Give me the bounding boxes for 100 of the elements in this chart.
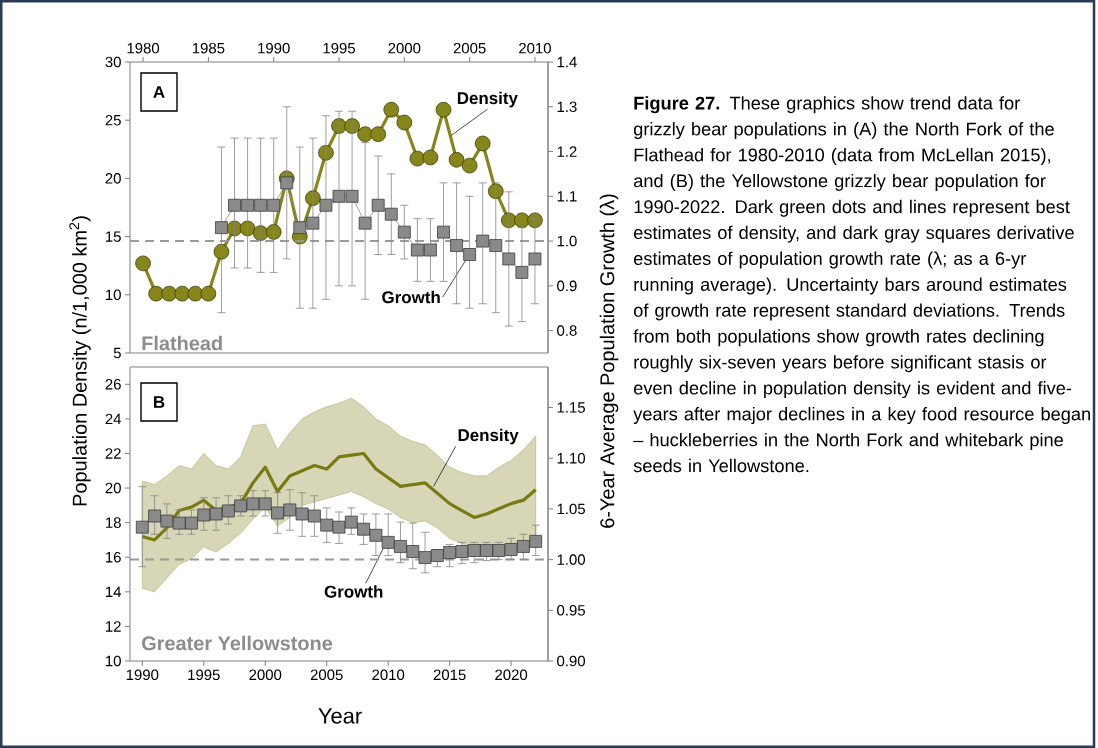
annotation: Density xyxy=(457,91,518,108)
y2-tick-label: 1.4 xyxy=(557,56,577,68)
point xyxy=(234,499,248,513)
point xyxy=(320,518,334,532)
point xyxy=(514,212,530,229)
y-tick-label: 16 xyxy=(106,551,121,563)
point xyxy=(295,507,309,521)
annotation: Flathead xyxy=(142,335,222,351)
y2-tick-label: 0.90 xyxy=(557,655,586,667)
point xyxy=(213,243,230,260)
y-tick-label: 15 xyxy=(106,231,121,242)
point xyxy=(187,285,204,302)
point xyxy=(215,221,228,235)
x-tick-label: 2010 xyxy=(519,42,551,54)
x-tick-label: 1995 xyxy=(188,669,220,681)
y-tick-label: 24 xyxy=(105,413,122,425)
point xyxy=(448,151,465,168)
x-tick-label: 1980 xyxy=(127,42,160,54)
point xyxy=(381,535,395,549)
point xyxy=(528,252,542,266)
y2-tick-label: 1.10 xyxy=(557,452,586,464)
point xyxy=(357,522,370,536)
point xyxy=(424,243,437,257)
x-tick-label: 2015 xyxy=(433,669,466,681)
point xyxy=(476,234,490,248)
point xyxy=(515,266,529,279)
point xyxy=(241,198,254,212)
y2-tick-label: 1.3 xyxy=(557,101,577,113)
point xyxy=(529,534,543,548)
annotation: B xyxy=(154,396,165,408)
point xyxy=(344,515,358,529)
point xyxy=(502,252,516,266)
point xyxy=(369,528,383,542)
y2-tick-label: 1.15 xyxy=(557,402,585,413)
point xyxy=(492,544,506,557)
point xyxy=(209,507,223,521)
y2-tick-label: 0.8 xyxy=(557,325,577,336)
point xyxy=(283,503,297,517)
point xyxy=(293,221,307,235)
annotation: Growth xyxy=(382,290,440,304)
y-tick-label: 5 xyxy=(113,347,121,359)
point xyxy=(517,540,530,553)
point xyxy=(437,225,450,239)
x-tick-label: 2005 xyxy=(310,669,343,681)
point xyxy=(172,516,186,530)
x-tick-label: 1985 xyxy=(192,42,225,54)
point xyxy=(397,225,411,239)
point xyxy=(487,183,504,199)
point xyxy=(200,285,217,302)
point xyxy=(474,135,491,152)
y-axis-title: Population Density (n/1,000 km$^{2}$) xyxy=(69,216,91,506)
y-tick-label: 14 xyxy=(106,586,122,597)
point xyxy=(394,540,407,553)
point xyxy=(384,207,398,221)
point xyxy=(371,198,385,212)
point xyxy=(254,198,268,212)
y-tick-label: 25 xyxy=(105,114,121,126)
point xyxy=(480,544,493,557)
point xyxy=(450,239,463,252)
y2-tick-label: 0.95 xyxy=(557,605,585,616)
point xyxy=(418,551,432,564)
point xyxy=(332,189,346,203)
point xyxy=(174,285,191,302)
x-tick-label: 1990 xyxy=(126,669,159,681)
point xyxy=(357,126,373,142)
point xyxy=(332,520,346,534)
point xyxy=(370,126,386,142)
point xyxy=(406,545,420,558)
point xyxy=(185,516,198,530)
point xyxy=(489,239,503,252)
point xyxy=(410,243,424,257)
y-tick-label: 20 xyxy=(105,173,121,184)
y-tick-label: 26 xyxy=(105,379,121,390)
point xyxy=(358,216,372,230)
point xyxy=(383,101,400,118)
point xyxy=(161,285,177,302)
y-tick-label: 12 xyxy=(106,621,121,632)
x-tick-label: 1995 xyxy=(323,42,355,54)
point xyxy=(443,546,457,559)
x-axis-title: Year xyxy=(318,708,362,724)
x-tick-label: 2005 xyxy=(453,42,486,54)
point xyxy=(135,255,151,272)
annotation: Greater Yellowstone xyxy=(142,635,333,651)
y-tick-label: 18 xyxy=(106,517,121,528)
point xyxy=(267,198,281,212)
y2-tick-label: 1.2 xyxy=(557,146,577,157)
y-tick-label: 10 xyxy=(106,289,121,301)
y-tick-label: 22 xyxy=(105,448,121,459)
text: Figure 27. These graphics show trend data for grizzly bear populations in (A) the North Fork of the Flathead for 1980-2010 (data from McLellan 2015), and (B) the Yellowstone grizzly bear population for 1990-2022. Dark green dots and lines represent best estimates of density, and dark gray squares derivative estimates of population growth rate (λ; as a 6-yr running average). Uncertainty bars around estimates of growth rate represent standard deviations. Trends from both populations show growth rates declining roughly six-seven years before significant stasis or even decline in population density is evident and five-years after major declines in a key food resource began – huckleberries in the North Fork and whitebark pine seeds in Yellowstone. xyxy=(633,96,1090,473)
point xyxy=(409,150,426,167)
x-tick-label: 1990 xyxy=(258,42,290,54)
point xyxy=(306,216,320,230)
y2-tick-label: 1.0 xyxy=(557,235,577,247)
y2-tick-label: 0.9 xyxy=(557,280,577,292)
point xyxy=(246,497,260,511)
y2-tick-label: 1.05 xyxy=(557,503,585,515)
point xyxy=(258,497,272,511)
x-tick-label: 2010 xyxy=(372,669,405,681)
point xyxy=(197,508,211,522)
point xyxy=(430,549,444,562)
